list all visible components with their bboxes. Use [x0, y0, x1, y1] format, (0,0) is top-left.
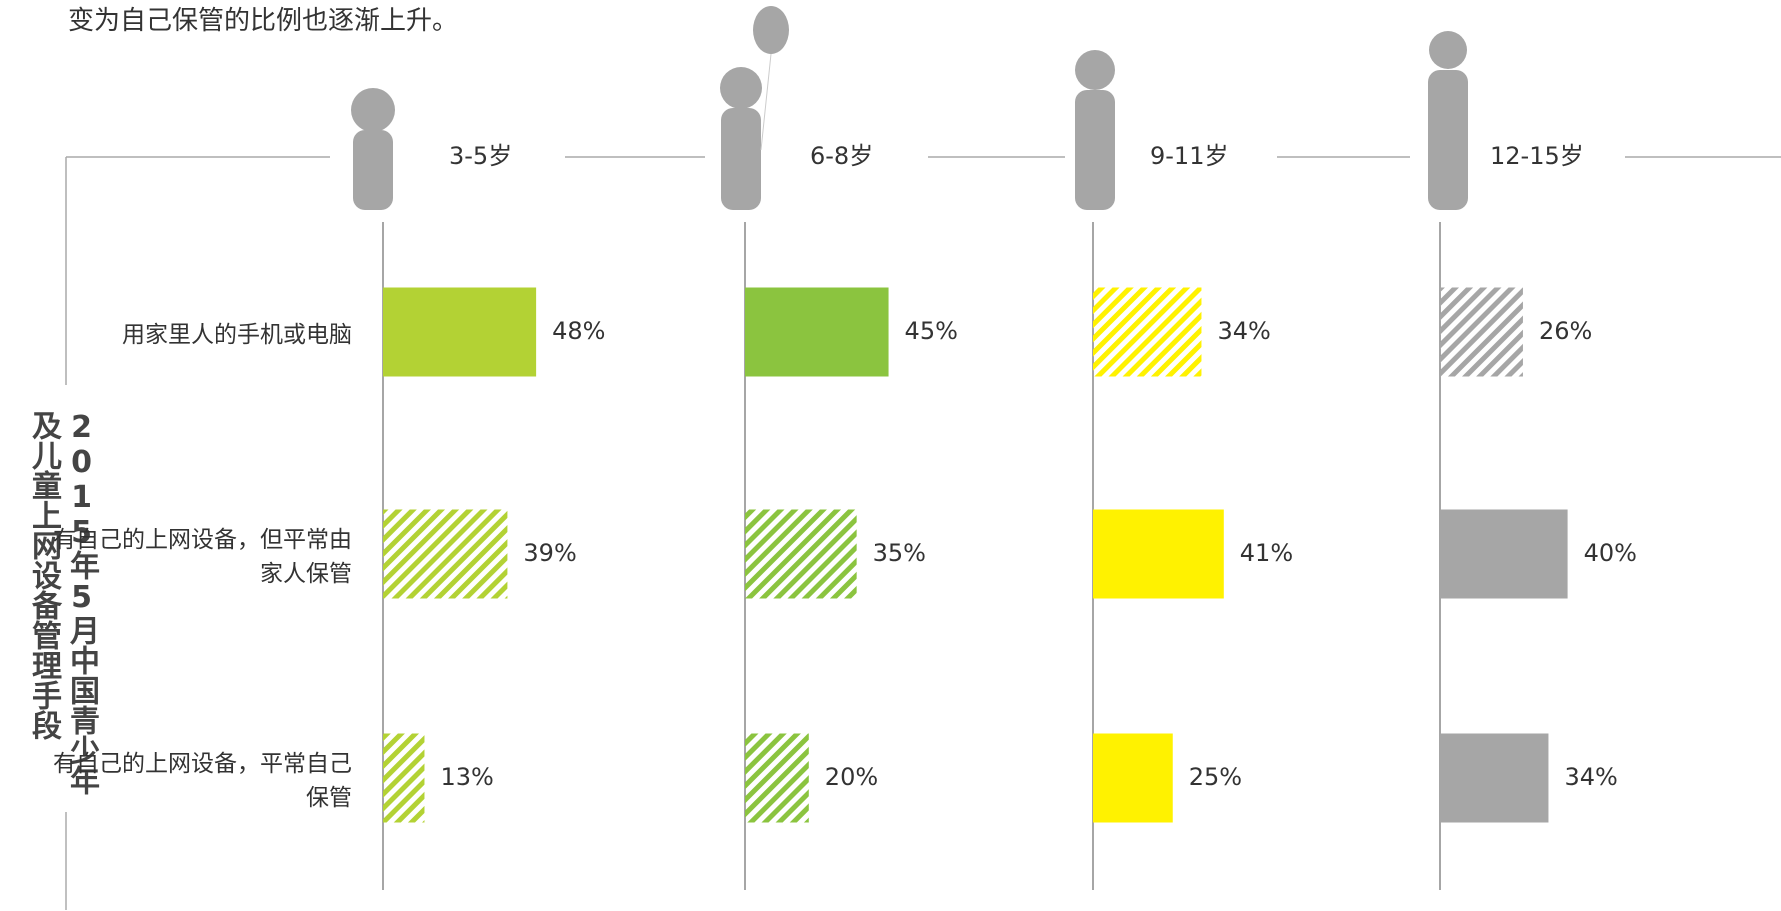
series-header: 6-8岁 — [810, 142, 873, 170]
intro-text: 变为自己保管的比例也逐渐上升。 — [68, 6, 459, 36]
bar — [383, 287, 537, 377]
child-silhouette — [720, 6, 789, 210]
child-silhouette — [1428, 31, 1468, 210]
bar — [1440, 509, 1568, 599]
bar — [383, 509, 508, 599]
value-label: 26% — [1539, 317, 1592, 345]
bar — [745, 733, 809, 823]
chart-title: 2015年5月中国青少年及儿童上网设备管理手段 — [26, 410, 99, 795]
value-label: 40% — [1584, 539, 1637, 567]
category-label: 有自己的上网设备，但平常由家人保管 — [53, 527, 352, 587]
category-label: 用家里人的手机或电脑 — [122, 322, 352, 348]
bar — [1440, 733, 1549, 823]
bar — [1093, 509, 1224, 599]
child-silhouette — [351, 88, 395, 210]
child-silhouette — [1075, 50, 1115, 210]
value-label: 48% — [552, 317, 605, 345]
series-header: 3-5岁 — [449, 142, 512, 170]
category-label: 有自己的上网设备，平常自己保管 — [53, 751, 352, 811]
value-label: 34% — [1564, 763, 1617, 791]
bar — [745, 287, 889, 377]
bar — [383, 733, 425, 823]
value-label: 34% — [1217, 317, 1270, 345]
value-label: 13% — [440, 763, 493, 791]
bar — [1093, 287, 1202, 377]
value-label: 35% — [873, 539, 926, 567]
bar — [1093, 733, 1173, 823]
value-label: 20% — [825, 763, 878, 791]
value-label: 41% — [1240, 539, 1293, 567]
bar — [1440, 287, 1523, 377]
series-header: 9-11岁 — [1150, 142, 1228, 170]
value-label: 39% — [523, 539, 576, 567]
bar — [745, 509, 857, 599]
value-label: 45% — [905, 317, 958, 345]
series-header: 12-15岁 — [1490, 142, 1584, 170]
frame — [65, 156, 330, 910]
value-label: 25% — [1189, 763, 1242, 791]
